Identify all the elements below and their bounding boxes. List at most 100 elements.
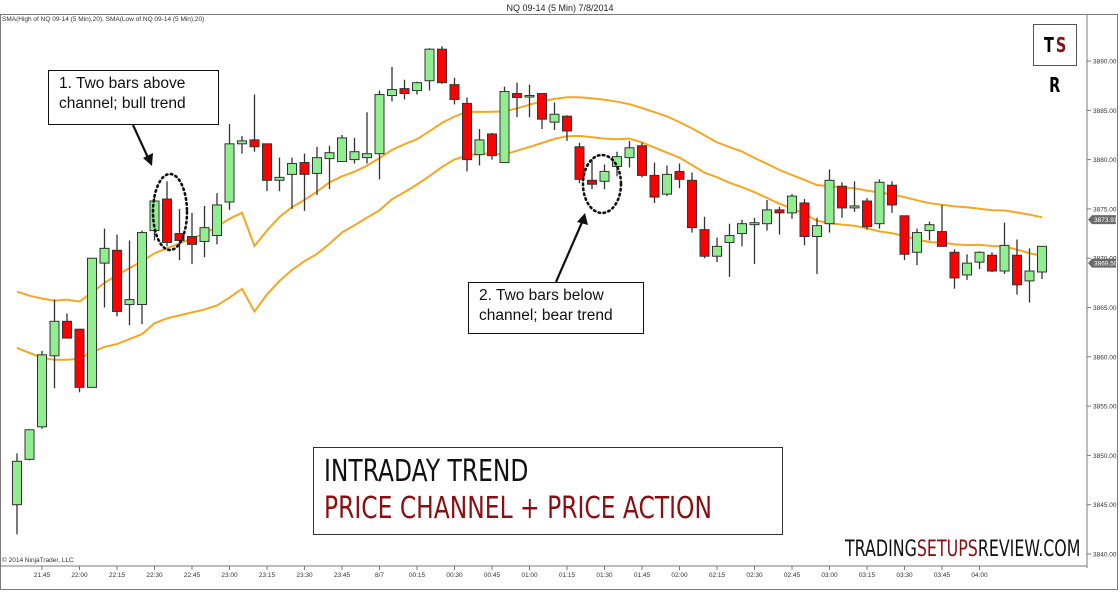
candle [99, 228, 110, 308]
candle [437, 46, 447, 84]
svg-text:00:45: 00:45 [484, 572, 501, 579]
svg-text:3880.00: 3880.00 [1093, 157, 1117, 164]
candle [674, 163, 685, 189]
candle [512, 82, 522, 118]
svg-text:3850.00: 3850.00 [1093, 453, 1117, 460]
candle [599, 164, 610, 190]
candle [62, 313, 72, 339]
annotation-bear-line1: 2. Two bars below [479, 287, 604, 304]
svg-text:22:45: 22:45 [184, 572, 201, 579]
tsr-logo: TSR [1033, 24, 1077, 97]
svg-text:03:45: 03:45 [934, 572, 951, 579]
logo-s: S [1055, 33, 1067, 57]
candle [974, 251, 985, 270]
svg-text:02:30: 02:30 [746, 572, 763, 579]
annotation-bear-line2: channel; bear trend [479, 307, 613, 324]
svg-text:3873.91: 3873.91 [1094, 217, 1118, 224]
candle [587, 159, 597, 190]
logo-r: R [1049, 73, 1061, 97]
candle [649, 162, 660, 203]
candle [787, 194, 797, 219]
chart-frame [0, 14, 1118, 590]
candle [287, 157, 297, 209]
candle [799, 199, 810, 246]
candle [999, 222, 1010, 274]
banner-line1: INTRADAY TREND [324, 454, 529, 489]
svg-text:3885.00: 3885.00 [1093, 108, 1117, 115]
candle [162, 181, 172, 247]
candle [762, 200, 772, 231]
svg-text:23:30: 23:30 [296, 572, 313, 579]
brand-part1: TRADING [845, 537, 917, 562]
candle [874, 179, 885, 229]
candle [687, 172, 697, 233]
candle [912, 228, 922, 266]
candle [387, 66, 397, 102]
candle [74, 328, 85, 393]
candle [124, 240, 135, 326]
svg-text:02:00: 02:00 [671, 572, 688, 579]
annotation-bear-trend: 2. Two bars below channel; bear trend [468, 282, 644, 334]
candle [324, 145, 335, 190]
candle [637, 142, 647, 178]
candle [12, 453, 22, 535]
candle [812, 217, 822, 274]
svg-text:01:30: 01:30 [596, 572, 613, 579]
candle [574, 142, 585, 184]
candle [737, 219, 747, 247]
candle [112, 234, 122, 317]
candle [662, 165, 672, 197]
candle [499, 86, 510, 164]
candles [12, 46, 1047, 535]
candle [249, 94, 260, 152]
candle [537, 93, 547, 130]
brand-part3: REVIEW.COM [977, 537, 1081, 562]
candle [899, 215, 910, 261]
annotation-bull-trend: 1. Two bars above channel; bull trend [48, 70, 219, 125]
candle [262, 143, 272, 192]
svg-text:01:45: 01:45 [634, 572, 651, 579]
annotation-bull-line1: 1. Two bars above [59, 75, 186, 92]
candle [1024, 248, 1035, 303]
candle [962, 254, 972, 280]
candle [399, 79, 410, 100]
candle [374, 90, 385, 180]
logo-t: T [1043, 33, 1054, 57]
brand-watermark: TRADINGSETUPSREVIEW.COM [845, 537, 1080, 563]
svg-text:03:00: 03:00 [821, 572, 838, 579]
annotation-bull-line2: channel; bull trend [59, 95, 186, 112]
candle [224, 124, 235, 210]
candle [1037, 245, 1047, 279]
svg-text:01:00: 01:00 [521, 572, 538, 579]
svg-text:00:15: 00:15 [409, 572, 426, 579]
candle [212, 193, 222, 245]
svg-text:22:30: 22:30 [146, 572, 163, 579]
brand-part2: SETUPS [916, 537, 978, 562]
candle [174, 208, 185, 261]
svg-text:02:45: 02:45 [784, 572, 801, 579]
copyright-text: © 2014 NinjaTrader, LLC [2, 557, 74, 564]
axes: 3840.00 3845.00 3850.00 3855.00 3860.00 3865.… [0, 15, 1118, 579]
candle [312, 146, 322, 196]
candle [987, 252, 997, 273]
svg-text:04:00: 04:00 [971, 572, 988, 579]
candle [887, 181, 897, 213]
candle [699, 216, 710, 259]
svg-text:23:15: 23:15 [259, 572, 276, 579]
candle [724, 223, 735, 277]
candle [749, 217, 760, 265]
candle [362, 112, 372, 164]
candle [924, 221, 935, 241]
svg-text:21:45: 21:45 [34, 572, 51, 579]
svg-text:01:15: 01:15 [559, 572, 576, 579]
candle [424, 48, 435, 91]
svg-text:22:00: 22:00 [71, 572, 88, 579]
svg-text:3890.00: 3890.00 [1093, 59, 1117, 66]
candle [624, 140, 635, 168]
banner-line2: PRICE CHANNEL + PRICE ACTION [324, 491, 712, 526]
candle [87, 257, 97, 388]
candle [24, 429, 35, 461]
candle [549, 102, 560, 131]
svg-text:00:30: 00:30 [446, 572, 463, 579]
